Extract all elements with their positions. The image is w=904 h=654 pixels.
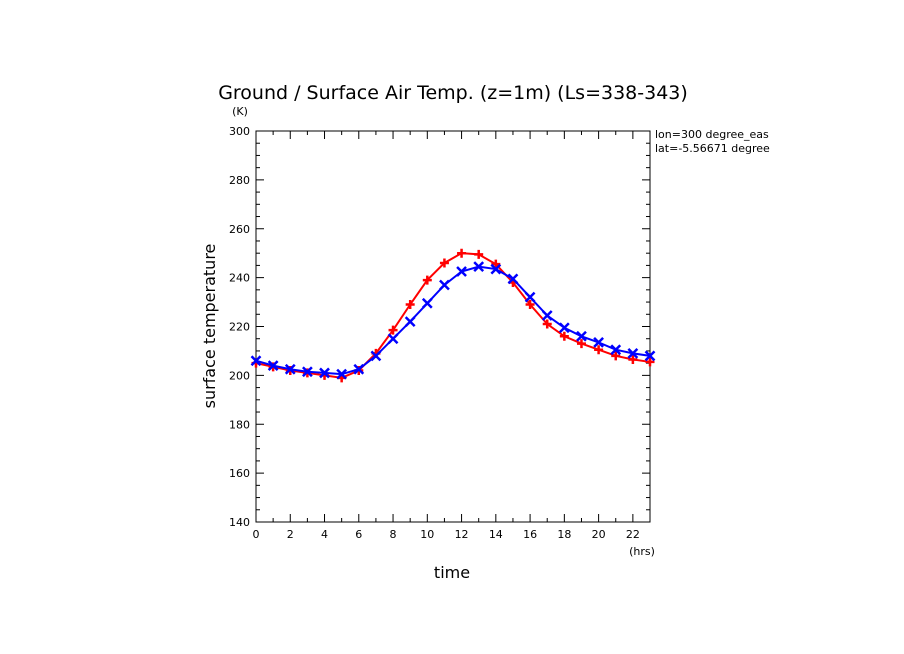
- x-tick-label: 2: [287, 528, 294, 541]
- y-axis-label: surface temperature: [200, 244, 219, 409]
- x-tick-label: 6: [355, 528, 362, 541]
- series-1-point: [542, 319, 552, 329]
- series-2-point: [284, 363, 296, 375]
- series-1-point: [405, 300, 415, 310]
- series-2-point: [593, 337, 604, 348]
- y-unit-label: (K): [232, 105, 248, 118]
- y-tick-label: 160: [229, 467, 250, 480]
- series-2-point: [439, 279, 450, 291]
- series-2-point: [644, 350, 656, 362]
- series-2-point: [421, 297, 433, 309]
- y-tick-label: 180: [229, 418, 250, 431]
- plot-area: 0 2 4 6 8 10 12 14 16 18 20 22 140 160 180 200 220 240 260…: [229, 125, 656, 541]
- series-1-point: [576, 339, 586, 349]
- series-1-point: [611, 351, 621, 361]
- series-1-point: [422, 275, 432, 285]
- series-line-1: [255, 252, 651, 379]
- y-tick-label: 240: [229, 272, 250, 285]
- x-unit-label: (hrs): [629, 545, 655, 558]
- series-2-point: [302, 366, 313, 378]
- series-1-point: [594, 345, 604, 355]
- series-2-point: [353, 363, 365, 375]
- series-1-point: [628, 354, 638, 364]
- series-2-point: [319, 367, 330, 379]
- series-2-point: [507, 273, 519, 285]
- series-1-point: [525, 300, 535, 310]
- x-tick-label: 0: [253, 528, 260, 541]
- series-1-point: [559, 331, 569, 341]
- series-1-point: [645, 357, 655, 367]
- x-tick-label: 14: [489, 528, 503, 541]
- y-tick-label: 140: [229, 516, 250, 529]
- series-2-point: [250, 355, 262, 367]
- x-tick-label: 4: [321, 528, 328, 541]
- y-tick-label: 220: [229, 321, 250, 334]
- series-1-point: [457, 248, 467, 258]
- series-1-point: [491, 259, 501, 269]
- y-tick-label: 280: [229, 174, 250, 187]
- series-2-point: [404, 316, 416, 327]
- y-tick-label: 300: [229, 125, 250, 138]
- series-2-point: [558, 322, 570, 334]
- series-2-point: [524, 291, 536, 303]
- series-line-2: [255, 265, 651, 376]
- x-tick-label: 12: [455, 528, 469, 541]
- series-2-point: [627, 347, 639, 359]
- chart-title: Ground / Surface Air Temp. (z=1m) (Ls=33…: [218, 82, 688, 104]
- series-2-point: [610, 344, 622, 356]
- x-tick-label: 22: [626, 528, 640, 541]
- y-tick-label: 260: [229, 223, 250, 236]
- series-2-point: [336, 368, 348, 380]
- series-2-point: [576, 330, 587, 342]
- series-2-point: [267, 360, 279, 371]
- series-2-point: [387, 333, 399, 345]
- x-tick-label: 18: [557, 528, 571, 541]
- series-2-point: [473, 261, 485, 273]
- series-2-point: [456, 266, 467, 277]
- series-1-point: [388, 325, 398, 335]
- series-2-point: [490, 263, 502, 275]
- x-tick-label: 20: [592, 528, 606, 541]
- x-axis-label: time: [434, 563, 470, 582]
- series-1-point: [474, 249, 484, 259]
- annotation-lat: lat=-5.56671 degree: [655, 142, 770, 155]
- series-2-point: [541, 310, 553, 321]
- series-1-point: [439, 258, 449, 268]
- x-tick-label: 16: [523, 528, 537, 541]
- x-tick-label: 8: [390, 528, 397, 541]
- x-tick-label: 10: [420, 528, 434, 541]
- series-2-point: [370, 350, 382, 362]
- annotation-lon: lon=300 degree_eas: [655, 128, 769, 141]
- y-tick-label: 200: [229, 369, 250, 382]
- plot-frame: [255, 130, 651, 523]
